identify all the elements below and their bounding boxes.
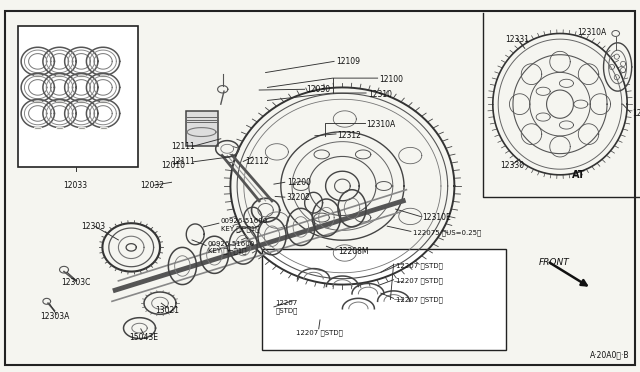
Text: 12100: 12100 [379, 76, 403, 84]
Text: 12208M: 12208M [338, 247, 369, 256]
Text: 12112: 12112 [245, 157, 269, 166]
Text: 12331: 12331 [505, 35, 529, 44]
Text: 12109: 12109 [336, 57, 360, 66]
Text: 00926-51600
KEY キ←（1）: 00926-51600 KEY キ←（1） [221, 218, 268, 232]
Text: A·20A0？·B: A·20A0？·B [589, 351, 629, 360]
Text: 12207
（STD）: 12207 （STD） [275, 300, 298, 314]
Text: 12032: 12032 [140, 182, 164, 190]
Bar [186, 111, 218, 146]
Text: 12330: 12330 [500, 161, 524, 170]
Text: 12310A: 12310A [366, 120, 396, 129]
Text: 12033: 12033 [63, 182, 88, 190]
Text: 12200: 12200 [287, 178, 311, 187]
Text: 12310A: 12310A [577, 28, 607, 37]
Text: 12207 （STD）: 12207 （STD） [396, 263, 442, 269]
Text: 12010: 12010 [161, 161, 185, 170]
Text: 122075 （US=0.25）: 122075 （US=0.25） [413, 229, 481, 236]
Text: 00926-51600
KEY キ←（1）: 00926-51600 KEY キ←（1） [208, 241, 255, 254]
Text: 13021: 13021 [156, 306, 180, 315]
Text: 12333: 12333 [632, 109, 640, 118]
Text: 12303A: 12303A [40, 312, 69, 321]
Bar [18, 26, 138, 167]
Text: 12030: 12030 [306, 85, 330, 94]
Text: 12312: 12312 [337, 131, 361, 140]
Text: FRONT: FRONT [539, 258, 570, 267]
Text: 12111: 12111 [172, 142, 195, 151]
Text: 12111: 12111 [172, 157, 195, 166]
Text: 12303: 12303 [81, 222, 105, 231]
Text: AT: AT [572, 170, 586, 180]
Text: 32202: 32202 [287, 193, 311, 202]
Text: 12303C: 12303C [61, 278, 90, 287]
Text: 12207 （STD）: 12207 （STD） [396, 296, 442, 303]
Text: 12207 （STD）: 12207 （STD） [396, 278, 442, 284]
Text: 12310: 12310 [368, 90, 392, 99]
Text: 15043E: 15043E [129, 333, 159, 342]
Text: 12310E: 12310E [422, 213, 451, 222]
Text: 12207 （STD）: 12207 （STD） [296, 330, 343, 336]
Bar [262, 249, 506, 350]
